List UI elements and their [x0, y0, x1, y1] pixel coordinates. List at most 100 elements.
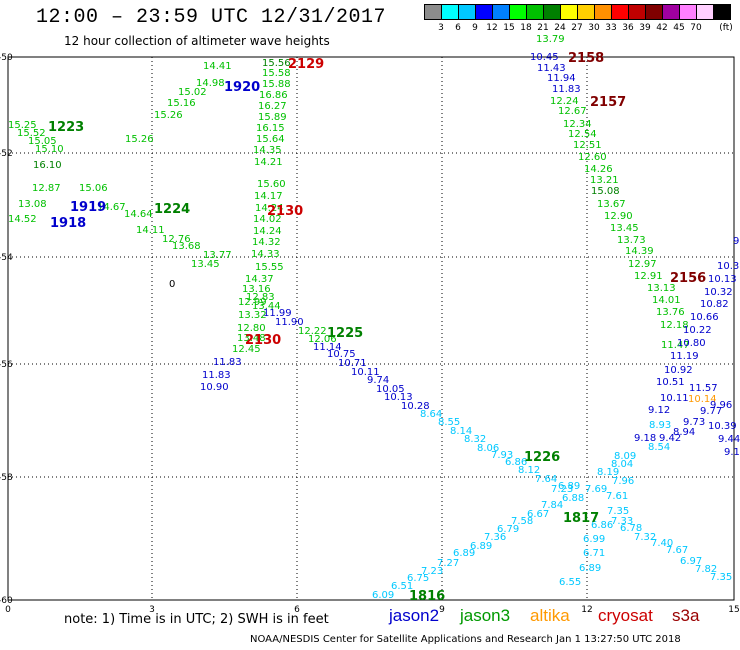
wave-height-value: 14.01 [652, 295, 681, 306]
wave-height-value: 12.97 [628, 259, 657, 270]
wave-height-value: 12.99 [238, 297, 267, 308]
track-time-label: 2130 [267, 204, 303, 219]
wave-height-value: 9.73 [683, 417, 705, 428]
wave-height-value: 14.35 [253, 145, 282, 156]
wave-height-value: 9.1 [733, 236, 740, 247]
legend-label: 15 [503, 23, 515, 33]
y-tick-label: -58 [0, 473, 13, 483]
axis-ticks: 0 3 6 9 12 15 -50 -52 -54 -56 -58 -60 [0, 53, 740, 615]
legend-label: 33 [605, 23, 617, 33]
wave-height-value: 8.55 [438, 417, 460, 428]
wave-height-value: 13.13 [647, 283, 676, 294]
wave-height-value: 8.06 [477, 443, 499, 454]
wave-height-value: 6.86 [591, 520, 613, 531]
wave-height-value: 7.23 [551, 484, 573, 495]
wave-height-value: 13.21 [590, 175, 619, 186]
wave-height-value: 14.21 [254, 157, 283, 168]
legend-label: 24 [554, 23, 566, 33]
wave-height-value: 14.11 [136, 225, 165, 236]
wave-height-value: 10.28 [401, 401, 430, 412]
x-tick-label: 0 [5, 605, 11, 615]
track-time-label: 2129 [288, 57, 324, 72]
wave-height-value: 12.06 [308, 334, 337, 345]
wave-height-value: 9.42 [659, 433, 681, 444]
wave-height-value: 15.26 [154, 110, 183, 121]
wave-height-value: 10.14 [688, 394, 717, 405]
wave-height-value: 10.45 [530, 52, 559, 63]
wave-height-value: 6.89 [470, 541, 492, 552]
wave-height-value: 14.67 [97, 202, 126, 213]
wave-height-value: 11.90 [275, 317, 304, 328]
wave-height-value: 15.06 [79, 183, 108, 194]
wave-height-value: 14.41 [203, 61, 232, 72]
wave-height-value: 8.64 [420, 409, 442, 420]
legend-label: 39 [639, 23, 651, 33]
wave-height-value: 8.93 [649, 420, 671, 431]
wave-height-value: 10.22 [683, 325, 712, 336]
wave-height-value: 11.99 [263, 308, 292, 319]
wave-height-value: 7.36 [484, 532, 506, 543]
wave-height-value: 10.13 [384, 392, 413, 403]
wave-height-value: 11.19 [670, 351, 699, 362]
wave-height-value: 7.40 [651, 538, 673, 549]
wave-height-value: 10.75 [327, 349, 356, 360]
wave-height-value: 10.05 [376, 384, 405, 395]
wave-height-value: 14.02 [253, 214, 282, 225]
wave-height-value: 9.74 [367, 375, 389, 386]
track-time-label: 1816 [409, 589, 445, 604]
wave-height-value: 7.93 [491, 450, 513, 461]
x-tick-label: 6 [294, 605, 300, 615]
wave-height-value: 12.18 [660, 320, 689, 331]
wave-height-value: 7.96 [612, 476, 634, 487]
wave-height-value: 6.78 [620, 523, 642, 534]
wave-height-value: 12.34 [563, 119, 592, 130]
wave-height-value: 15.10 [35, 144, 64, 155]
track-time-label: 1920 [224, 80, 260, 95]
legend-label: 42 [656, 23, 668, 33]
wave-height-value: 8.94 [673, 427, 695, 438]
wave-height-value: 10.32 [704, 287, 733, 298]
wave-height-value: 15.26 [125, 134, 154, 145]
track-time-label: 1918 [50, 216, 86, 231]
satellite-name-jason3: jason3 [460, 606, 511, 625]
wave-height-value: 13.44 [252, 301, 281, 312]
wave-height-value: 8.14 [450, 426, 472, 437]
wave-height-value: 6.86 [505, 457, 527, 468]
track-time-label: 2157 [590, 95, 626, 110]
wave-height-value: 7.35 [607, 506, 629, 517]
wave-height-value: 12.76 [162, 234, 191, 245]
wave-height-value: 12.22 [298, 326, 327, 337]
legend-label: 6 [455, 23, 461, 33]
satellite-name-s3a: s3a [672, 606, 700, 625]
legend-unit: (ft) [719, 23, 733, 33]
wave-height-value: 15.02 [178, 87, 207, 98]
wave-height-value: 7.67 [666, 545, 688, 556]
track-time-label: 1223 [48, 120, 84, 135]
wave-height-value: 13.32 [238, 310, 267, 321]
track-time-label: 1919 [70, 200, 106, 215]
legend-label: 9 [472, 23, 478, 33]
wave-height-value: 9.77 [700, 406, 722, 417]
wave-height-value: 15.08 [591, 186, 620, 197]
wave-height-value: 15.16 [167, 98, 196, 109]
wave-height-value: 6.55 [559, 577, 581, 588]
wave-height-value: 15.60 [257, 179, 286, 190]
plot-frame [7, 56, 735, 601]
wave-height-value: 11.43 [537, 63, 566, 74]
wave-height-value: 8.12 [518, 465, 540, 476]
wave-height-value: 9.96 [710, 400, 732, 411]
legend-label: 45 [673, 23, 685, 33]
map-grid [7, 56, 735, 601]
wave-height-value: 9.12 [648, 405, 670, 416]
wave-height-value: 8.32 [464, 434, 486, 445]
legend-label: 36 [622, 23, 634, 33]
wave-height-value: 16.27 [258, 101, 287, 112]
wave-height-value: 7.64 [535, 474, 557, 485]
wave-height-value: 16.10 [33, 160, 62, 171]
legend-label: 30 [588, 23, 600, 33]
wave-height-value: 6.97 [680, 556, 702, 567]
wave-height-value: 12.51 [573, 140, 602, 151]
wave-height-value: 7.84 [541, 500, 563, 511]
track-time-label: 1226 [524, 450, 560, 465]
